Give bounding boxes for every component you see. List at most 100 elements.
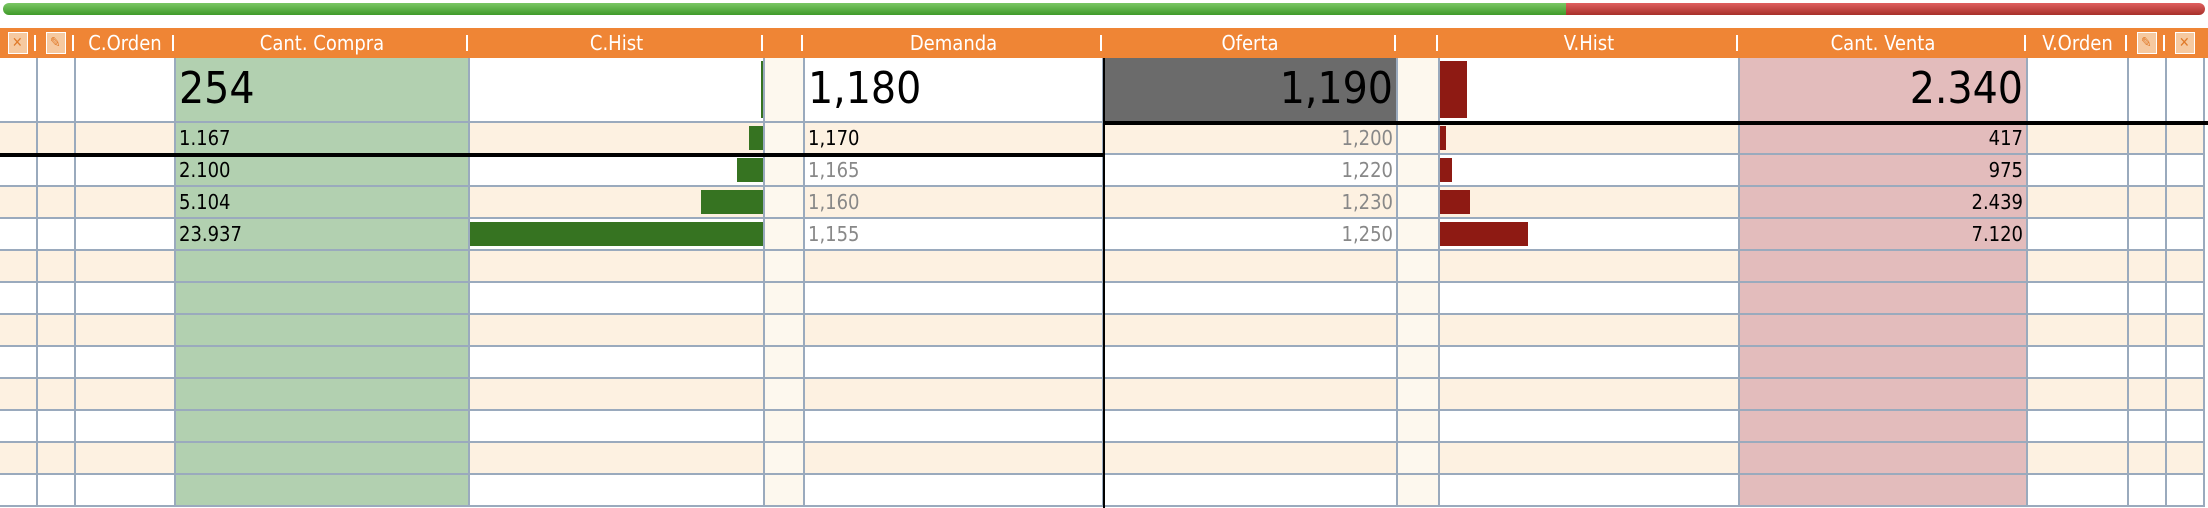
cant-venta-cell[interactable] [1740, 475, 2028, 507]
c-hist-cell [470, 347, 765, 379]
cant-venta-cell[interactable] [1740, 315, 2028, 347]
demanda-cell[interactable]: 1,170 [805, 123, 1104, 155]
cant-compra-cell[interactable] [176, 315, 470, 347]
col-cant-venta[interactable]: Cant. Venta [1740, 28, 2028, 58]
order-book-header: ✕ ✎ C.Orden Cant. Compra C.Hist Demanda … [0, 28, 2208, 58]
cell-cell [0, 411, 38, 443]
oferta-cell[interactable] [1104, 475, 1398, 507]
demanda-cell[interactable] [805, 411, 1104, 443]
cant-compra-cell[interactable]: 2.100 [176, 155, 470, 187]
col-c-hist[interactable]: C.Hist [470, 28, 765, 58]
v-hist-cell [1440, 443, 1740, 475]
c-hist-cell [470, 58, 765, 123]
cell-cell [2167, 58, 2205, 123]
cell-cell [38, 187, 76, 219]
cell-cell [2167, 251, 2205, 283]
cell-cell [38, 123, 76, 155]
cant-venta-cell[interactable] [1740, 283, 2028, 315]
cell-cell [2129, 379, 2167, 411]
oferta-cell[interactable] [1104, 251, 1398, 283]
demanda-cell[interactable]: 1,180 [805, 58, 1104, 123]
cant-compra-cell[interactable] [176, 475, 470, 507]
cant-compra-cell[interactable]: 1.167 [176, 123, 470, 155]
demanda-cell[interactable] [805, 315, 1104, 347]
c-orden-cell [76, 155, 176, 187]
cell-cell [38, 155, 76, 187]
oferta-cell[interactable]: 1,200 [1104, 123, 1398, 155]
cant-venta-cell[interactable] [1740, 443, 2028, 475]
cant-compra-cell[interactable] [176, 347, 470, 379]
col-cant-compra[interactable]: Cant. Compra [176, 28, 470, 58]
cant-compra-cell[interactable]: 254 [176, 58, 470, 123]
demanda-cell[interactable]: 1,160 [805, 187, 1104, 219]
cant-compra-cell[interactable] [176, 443, 470, 475]
col-c-orden[interactable]: C.Orden [76, 28, 176, 58]
demanda-cell[interactable]: 1,155 [805, 219, 1104, 251]
cell-cell [2167, 219, 2205, 251]
demanda-cell[interactable] [805, 347, 1104, 379]
demanda-cell[interactable] [805, 475, 1104, 507]
oferta-cell[interactable] [1104, 315, 1398, 347]
oferta-cell[interactable]: 1,220 [1104, 155, 1398, 187]
col-spacer-right [1398, 28, 1440, 58]
demanda-cell[interactable] [805, 283, 1104, 315]
sell-history-bar [1440, 190, 1470, 214]
spacer-cell [765, 443, 805, 475]
cell-cell [38, 283, 76, 315]
cant-venta-cell[interactable]: 2.439 [1740, 187, 2028, 219]
c-orden-cell [76, 411, 176, 443]
edit-doc-icon[interactable]: ✎ [38, 28, 76, 58]
col-demanda[interactable]: Demanda [805, 28, 1104, 58]
cant-compra-cell[interactable] [176, 251, 470, 283]
oferta-cell[interactable] [1104, 411, 1398, 443]
cant-venta-cell[interactable]: 975 [1740, 155, 2028, 187]
demanda-cell[interactable] [805, 251, 1104, 283]
oferta-cell[interactable] [1104, 347, 1398, 379]
oferta-cell[interactable] [1104, 443, 1398, 475]
oferta-cell[interactable]: 1,230 [1104, 187, 1398, 219]
cant-venta-cell[interactable]: 7.120 [1740, 219, 2028, 251]
spacer-cell [765, 283, 805, 315]
close-doc-icon[interactable]: ✕ [0, 28, 38, 58]
cell-cell [2167, 379, 2205, 411]
close-doc-icon[interactable]: ✕ [2167, 28, 2205, 58]
cell-cell [2129, 58, 2167, 123]
cant-venta-cell[interactable] [1740, 379, 2028, 411]
cant-compra-cell[interactable] [176, 283, 470, 315]
cell-cell [38, 219, 76, 251]
spacer-cell [1398, 58, 1440, 123]
cell-cell [2129, 123, 2167, 155]
cell-cell [2129, 283, 2167, 315]
cant-venta-cell[interactable] [1740, 251, 2028, 283]
col-v-hist[interactable]: V.Hist [1440, 28, 1740, 58]
edit-doc-icon[interactable]: ✎ [2129, 28, 2167, 58]
col-v-orden[interactable]: V.Orden [2028, 28, 2129, 58]
cell-cell [0, 347, 38, 379]
demanda-cell[interactable] [805, 443, 1104, 475]
spacer-cell [1398, 347, 1440, 379]
v-orden-cell [2028, 251, 2129, 283]
demanda-cell[interactable]: 1,165 [805, 155, 1104, 187]
cant-venta-cell[interactable] [1740, 411, 2028, 443]
oferta-cell[interactable] [1104, 283, 1398, 315]
cant-venta-cell[interactable]: 2.340 [1740, 58, 2028, 123]
oferta-cell[interactable]: 1,250 [1104, 219, 1398, 251]
cant-compra-cell[interactable] [176, 379, 470, 411]
oferta-cell[interactable]: 1,190 [1104, 58, 1398, 123]
cant-compra-cell[interactable]: 23.937 [176, 219, 470, 251]
cell-cell [0, 283, 38, 315]
buy-history-bar [748, 126, 763, 150]
col-oferta[interactable]: Oferta [1104, 28, 1398, 58]
c-orden-cell [76, 123, 176, 155]
cell-cell [2129, 219, 2167, 251]
cant-compra-cell[interactable]: 5.104 [176, 187, 470, 219]
v-hist-cell [1440, 283, 1740, 315]
spacer-cell [1398, 219, 1440, 251]
v-orden-cell [2028, 155, 2129, 187]
demanda-cell[interactable] [805, 379, 1104, 411]
oferta-cell[interactable] [1104, 379, 1398, 411]
cant-venta-cell[interactable]: 417 [1740, 123, 2028, 155]
spacer-cell [765, 411, 805, 443]
cant-venta-cell[interactable] [1740, 347, 2028, 379]
cant-compra-cell[interactable] [176, 411, 470, 443]
